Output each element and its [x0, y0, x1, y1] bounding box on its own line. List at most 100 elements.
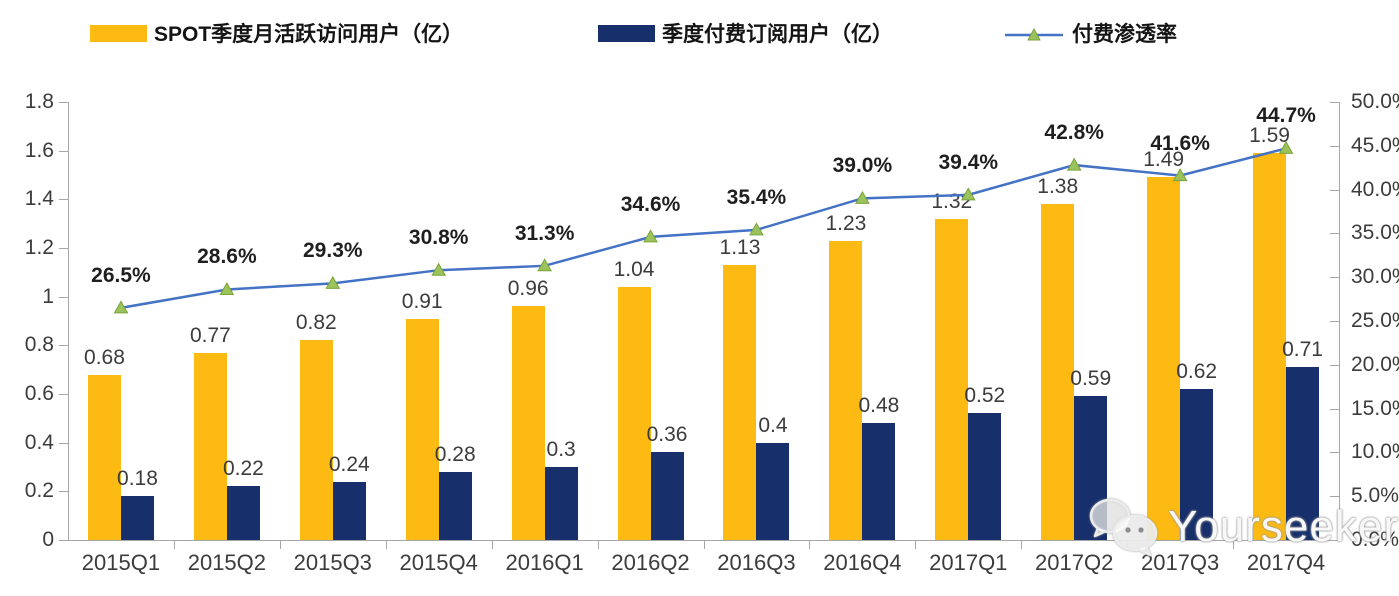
- x-axis-label: 2015Q3: [293, 550, 372, 575]
- bar-subs-2016Q4: [862, 423, 896, 540]
- subs-value-label: 0.28: [434, 442, 476, 466]
- mau-value-label: 0.96: [507, 277, 549, 301]
- left-axis-tick: [59, 296, 68, 298]
- legend-item-subs: 季度付费订阅用户（亿）: [598, 19, 893, 47]
- mau-value-label: 1.32: [931, 189, 973, 213]
- x-axis-tick: [597, 540, 599, 549]
- subs-value-label: 0.48: [858, 394, 900, 418]
- right-axis-tick: [1330, 321, 1339, 322]
- x-axis-tick: [385, 540, 387, 549]
- left-axis-label: 1.6: [24, 138, 54, 162]
- bar-subs-2017Q3: [1180, 389, 1214, 540]
- right-axis-label: 5.0%: [1351, 484, 1399, 508]
- bar-mau-2016Q2: [617, 286, 651, 540]
- penetration-rate-label: 44.7%: [1256, 104, 1316, 128]
- left-axis-label: 1.4: [24, 187, 54, 211]
- right-axis-label: 50.0%: [1351, 90, 1399, 113]
- bar-subs-2017Q1: [968, 413, 1002, 540]
- right-axis-tick: [1330, 277, 1339, 279]
- watermark: Yourseeker: [1086, 496, 1399, 558]
- bar-subs-2016Q2: [650, 452, 684, 540]
- subs-value-label: 0.24: [328, 452, 370, 476]
- triangle-marker: [219, 281, 235, 295]
- penetration-rate-label: 39.4%: [938, 150, 999, 174]
- triangle-marker: [749, 222, 764, 236]
- right-axis-tick: [1330, 145, 1339, 147]
- bar-mau-2016Q4: [829, 240, 863, 540]
- right-axis-label: 20.0%: [1351, 352, 1399, 376]
- penetration-rate-label: 41.6%: [1150, 131, 1210, 155]
- x-axis-label: 2015Q2: [187, 550, 267, 575]
- left-axis-tick: [59, 442, 68, 444]
- left-axis-tick: [59, 150, 68, 152]
- right-axis-tick: [1330, 189, 1339, 191]
- right-axis-tick: [1330, 233, 1339, 235]
- wechat-icon: [1089, 498, 1158, 557]
- bar-mau-2015Q3: [299, 340, 333, 540]
- right-axis-tick: [1330, 452, 1339, 454]
- right-axis-label: 25.0%: [1351, 309, 1399, 332]
- right-axis-tick: [1330, 496, 1339, 498]
- bar-subs-2016Q3: [756, 442, 790, 540]
- right-axis-tick: [1330, 364, 1339, 366]
- x-axis-tick: [491, 540, 493, 549]
- x-axis-label: 2016Q3: [717, 550, 796, 575]
- x-axis-tick: [1021, 540, 1023, 549]
- mau-value-label: 0.82: [295, 311, 337, 335]
- triangle-marker: [537, 258, 552, 272]
- legend-item-mau: SPOT季度月活跃访问用户（亿）: [90, 19, 463, 47]
- x-axis-label: 2016Q4: [823, 550, 902, 575]
- mau-value-label: 0.68: [84, 345, 125, 369]
- triangle-marker: [1066, 157, 1082, 171]
- mau-value-label: 1.38: [1037, 175, 1079, 199]
- legend-line-marker-sample: [1005, 25, 1063, 41]
- right-axis-tick: [1330, 540, 1339, 541]
- penetration-rate-label: 35.4%: [726, 185, 787, 209]
- subs-value-label: 0.18: [117, 467, 158, 491]
- left-axis-label: 1.8: [24, 90, 54, 113]
- left-axis-tick: [59, 102, 68, 103]
- subs-value-label: 0.62: [1176, 360, 1218, 384]
- left-axis-tick: [59, 491, 68, 493]
- subs-value-label: 0.59: [1070, 367, 1112, 391]
- subs-value-label: 0.3: [546, 438, 576, 461]
- bar-subs-2015Q4: [438, 471, 472, 540]
- right-axis-label: 30.0%: [1351, 265, 1399, 289]
- bar-mau-2016Q1: [511, 306, 545, 540]
- x-axis-label: 2017Q1: [929, 550, 1008, 575]
- left-axis-label: 0.2: [24, 479, 54, 503]
- x-axis-label: 2017Q2: [1035, 550, 1114, 575]
- penetration-rate-line: [120, 147, 1287, 310]
- right-axis-label: 45.0%: [1351, 133, 1399, 157]
- triangle-marker: [113, 300, 129, 314]
- legend-swatch-mau-bar: [90, 24, 147, 42]
- bar-mau-2017Q1: [935, 218, 969, 540]
- bar-subs-2016Q1: [544, 467, 578, 540]
- left-axis-label: 0.8: [24, 333, 54, 357]
- right-axis-label: 15.0%: [1351, 396, 1399, 420]
- subs-value-label: 0.22: [222, 457, 264, 481]
- left-axis-label: 0: [42, 528, 54, 551]
- mau-value-label: 1.23: [825, 211, 867, 235]
- penetration-rate-label: 31.3%: [514, 221, 575, 245]
- x-axis-tick: [279, 540, 281, 549]
- triangle-marker: [431, 262, 447, 276]
- x-axis-label: 2017Q4: [1246, 550, 1326, 575]
- bar-subs-2015Q2: [226, 486, 260, 540]
- bar-mau-2016Q3: [723, 265, 757, 540]
- left-axis-label: 0.6: [24, 382, 54, 405]
- bar-subs-2015Q3: [332, 481, 366, 540]
- left-axis-tick: [59, 394, 68, 395]
- left-axis-line: [68, 102, 69, 540]
- penetration-rate-label: 42.8%: [1044, 121, 1104, 145]
- subs-value-label: 0.4: [758, 413, 788, 437]
- legend-label-subs: 季度付费订阅用户（亿）: [662, 23, 893, 46]
- right-axis-line: [1339, 102, 1340, 540]
- mau-value-label: 0.91: [401, 289, 443, 313]
- x-axis-label: 2017Q3: [1140, 550, 1220, 575]
- x-axis-tick: [915, 540, 917, 549]
- triangle-marker: [325, 275, 341, 289]
- right-axis-tick: [1330, 102, 1339, 103]
- left-axis-tick: [59, 199, 68, 201]
- right-axis-label: 40.0%: [1351, 177, 1399, 201]
